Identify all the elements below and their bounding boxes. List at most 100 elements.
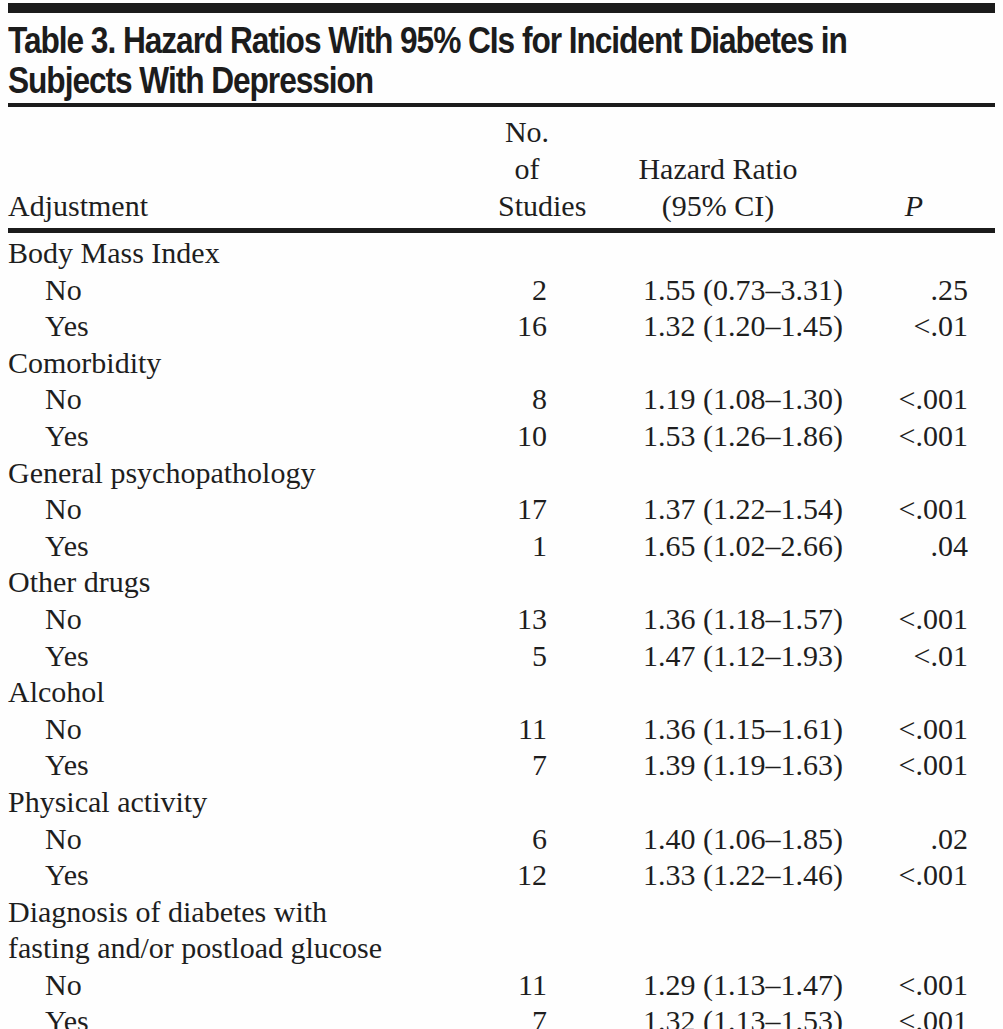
studies-cell bbox=[448, 564, 556, 601]
data-row: No21.55 (0.73–3.31).25 bbox=[8, 272, 995, 309]
p-value-cell: <.001 bbox=[864, 381, 995, 418]
table-title-line-2: Subjects With Depression bbox=[8, 61, 877, 101]
table-title: Table 3. Hazard Ratios With 95% CIs for … bbox=[8, 21, 995, 101]
studies-cell bbox=[448, 784, 556, 821]
column-header-hazard-ratio-line-2: (95% CI) bbox=[572, 187, 864, 224]
studies-cell bbox=[448, 235, 556, 272]
group-label: Physical activity bbox=[8, 784, 448, 821]
column-header-hazard-ratio-line-1: Hazard Ratio bbox=[572, 150, 864, 187]
adjustment-cell: No bbox=[8, 601, 448, 638]
data-row: No171.37 (1.22–1.54)<.001 bbox=[8, 491, 995, 528]
top-rule bbox=[8, 3, 995, 13]
studies-cell: 5 bbox=[448, 638, 556, 675]
adjustment-cell: Yes bbox=[8, 1003, 448, 1029]
studies-cell: 10 bbox=[448, 418, 556, 455]
adjustment-cell: No bbox=[8, 967, 448, 1004]
group-row: General psychopathology bbox=[8, 455, 995, 492]
data-row: Yes51.47 (1.12–1.93)<.01 bbox=[8, 638, 995, 675]
studies-cell: 11 bbox=[448, 711, 556, 748]
data-row: No81.19 (1.08–1.30)<.001 bbox=[8, 381, 995, 418]
p-value-cell: .04 bbox=[864, 528, 995, 565]
hazard-ratio-cell: 1.32 (1.20–1.45) bbox=[556, 308, 864, 345]
adjustment-cell: No bbox=[8, 381, 448, 418]
data-row: Yes101.53 (1.26–1.86)<.001 bbox=[8, 418, 995, 455]
group-row: Physical activity bbox=[8, 784, 995, 821]
studies-cell: 8 bbox=[448, 381, 556, 418]
hazard-ratio-cell: 1.53 (1.26–1.86) bbox=[556, 418, 864, 455]
adjustment-cell: No bbox=[8, 272, 448, 309]
studies-cell: 7 bbox=[448, 747, 556, 784]
hazard-ratio-cell bbox=[556, 784, 864, 821]
column-header-adjustment: Adjustment bbox=[8, 187, 448, 224]
column-header-no-of-studies-line-1: No. of bbox=[498, 113, 556, 187]
adjustment-cell: Yes bbox=[8, 308, 448, 345]
p-value-cell bbox=[864, 345, 995, 382]
group-row: Diagnosis of diabetes with fasting and/o… bbox=[8, 894, 995, 967]
adjustment-cell: No bbox=[8, 711, 448, 748]
p-value-cell: <.001 bbox=[864, 857, 995, 894]
group-row: Comorbidity bbox=[8, 345, 995, 382]
data-row: Yes121.33 (1.22–1.46)<.001 bbox=[8, 857, 995, 894]
adjustment-cell: Yes bbox=[8, 857, 448, 894]
studies-cell: 17 bbox=[448, 491, 556, 528]
column-header-no-of-studies-line-2: Studies bbox=[498, 187, 556, 224]
studies-cell: 6 bbox=[448, 821, 556, 858]
group-label: Body Mass Index bbox=[8, 235, 448, 272]
data-row: No131.36 (1.18–1.57)<.001 bbox=[8, 601, 995, 638]
adjustment-cell: Yes bbox=[8, 638, 448, 675]
hazard-ratio-cell: 1.37 (1.22–1.54) bbox=[556, 491, 864, 528]
p-value-cell: <.001 bbox=[864, 967, 995, 1004]
hazard-ratio-cell: 1.36 (1.15–1.61) bbox=[556, 711, 864, 748]
hazard-ratio-cell: 1.55 (0.73–3.31) bbox=[556, 272, 864, 309]
p-value-cell bbox=[864, 235, 995, 272]
column-header-hazard-ratio: Hazard Ratio (95% CI) bbox=[556, 150, 864, 224]
data-row: No111.36 (1.15–1.61)<.001 bbox=[8, 711, 995, 748]
data-row: No61.40 (1.06–1.85).02 bbox=[8, 821, 995, 858]
adjustment-cell: Yes bbox=[8, 528, 448, 565]
p-value-cell bbox=[864, 894, 995, 967]
p-value-cell: <.001 bbox=[864, 1003, 995, 1029]
group-label: Diagnosis of diabetes with fasting and/o… bbox=[8, 894, 448, 967]
p-value-cell: .25 bbox=[864, 272, 995, 309]
group-label: Alcohol bbox=[8, 674, 448, 711]
data-row: Yes71.32 (1.13–1.53)<.001 bbox=[8, 1003, 995, 1029]
hazard-ratio-cell: 1.33 (1.22–1.46) bbox=[556, 857, 864, 894]
hazard-ratio-cell bbox=[556, 235, 864, 272]
hazard-ratio-cell: 1.65 (1.02–2.66) bbox=[556, 528, 864, 565]
p-value-cell: .02 bbox=[864, 821, 995, 858]
hazard-ratio-cell: 1.32 (1.13–1.53) bbox=[556, 1003, 864, 1029]
p-value-cell bbox=[864, 564, 995, 601]
table-title-line-1: Table 3. Hazard Ratios With 95% CIs for … bbox=[8, 21, 877, 61]
p-value-cell: <.001 bbox=[864, 711, 995, 748]
group-label: Comorbidity bbox=[8, 345, 448, 382]
hazard-ratio-cell bbox=[556, 894, 864, 967]
hazard-ratio-cell: 1.36 (1.18–1.57) bbox=[556, 601, 864, 638]
data-row: Yes71.39 (1.19–1.63)<.001 bbox=[8, 747, 995, 784]
hazard-ratio-cell: 1.39 (1.19–1.63) bbox=[556, 747, 864, 784]
studies-cell bbox=[448, 674, 556, 711]
adjustment-cell: No bbox=[8, 821, 448, 858]
studies-cell bbox=[448, 345, 556, 382]
group-row: Other drugs bbox=[8, 564, 995, 601]
studies-cell: 12 bbox=[448, 857, 556, 894]
data-row: No111.29 (1.13–1.47)<.001 bbox=[8, 967, 995, 1004]
hazard-ratio-cell bbox=[556, 564, 864, 601]
p-value-cell: <.001 bbox=[864, 491, 995, 528]
studies-cell: 7 bbox=[448, 1003, 556, 1029]
table-column-headers: Adjustment No. of Studies Hazard Ratio (… bbox=[8, 107, 995, 228]
adjustment-cell: No bbox=[8, 491, 448, 528]
studies-cell: 13 bbox=[448, 601, 556, 638]
studies-cell bbox=[448, 894, 556, 967]
group-label: General psychopathology bbox=[8, 455, 448, 492]
p-value-cell bbox=[864, 455, 995, 492]
p-value-cell: <.01 bbox=[864, 638, 995, 675]
studies-cell: 11 bbox=[448, 967, 556, 1004]
adjustment-cell: Yes bbox=[8, 747, 448, 784]
group-row: Alcohol bbox=[8, 674, 995, 711]
hazard-ratio-cell bbox=[556, 455, 864, 492]
paper-table-figure: Table 3. Hazard Ratios With 95% CIs for … bbox=[0, 0, 1003, 1029]
p-value-cell: <.001 bbox=[864, 601, 995, 638]
studies-cell bbox=[448, 455, 556, 492]
p-value-cell: <.001 bbox=[864, 418, 995, 455]
hazard-ratio-cell: 1.47 (1.12–1.93) bbox=[556, 638, 864, 675]
